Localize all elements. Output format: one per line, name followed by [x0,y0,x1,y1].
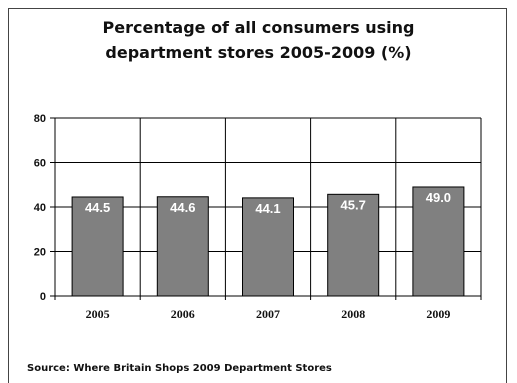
x-tick-label-2005: 2005 [86,307,110,321]
bar-2005 [71,196,124,297]
chart-title-line-1: Percentage of all consumers using [102,18,415,37]
y-tick-label-60: 60 [34,158,46,170]
chart-title-line-2: department stores 2005-2009 (%) [105,43,412,62]
y-tick-label-0: 0 [40,291,46,303]
x-tick-label-2006: 2006 [171,307,195,321]
source-note: Source: Where Britain Shops 2009 Departm… [27,363,332,374]
y-tick-label-40: 40 [34,202,46,214]
x-tick-label-2008: 2008 [341,307,365,321]
data-label-2005: 44.5 [85,200,110,215]
data-label-2008: 45.7 [341,197,366,212]
bar-2006 [156,196,209,297]
bar-2007 [242,197,294,297]
data-label-2009: 49.0 [426,190,451,205]
y-tick-label-20: 20 [34,247,46,259]
data-label-2006: 44.6 [170,200,195,215]
data-label-2007: 44.1 [255,201,280,216]
x-tick-label-2007: 2007 [256,307,280,321]
x-tick-label-2009: 2009 [426,307,450,321]
chart-title: Percentage of all consumers using depart… [0,15,517,65]
y-tick-label-80: 80 [34,113,46,125]
